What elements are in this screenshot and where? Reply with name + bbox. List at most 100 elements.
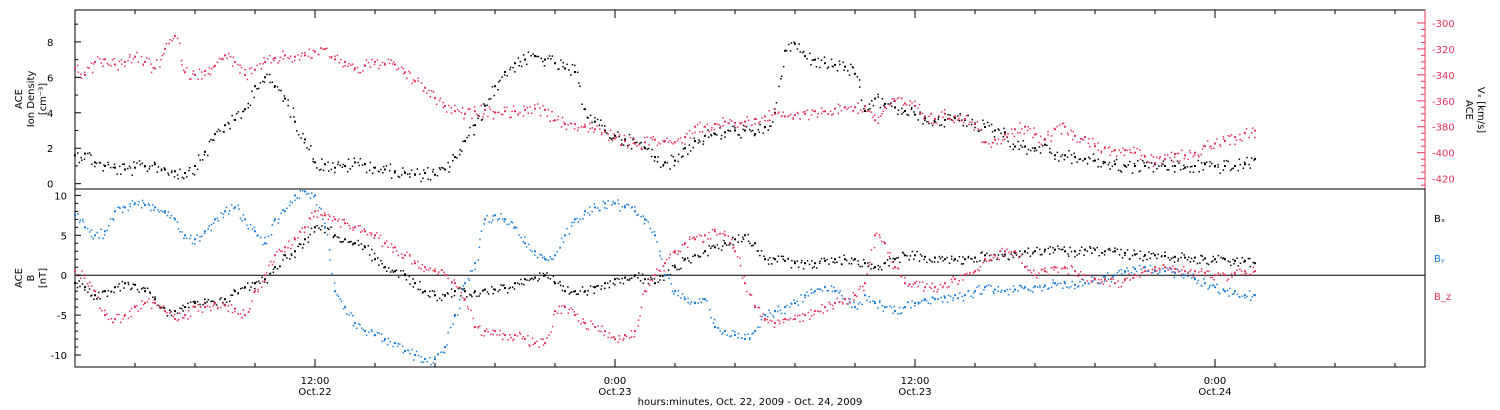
x-tick-label-time: 0:00 — [1204, 376, 1226, 387]
bx-point — [274, 266, 276, 269]
vx-sample — [301, 52, 303, 54]
by-sample — [677, 290, 680, 292]
bx-sample — [662, 275, 664, 278]
vx-sample — [764, 119, 766, 122]
by-sample — [1208, 286, 1211, 289]
bz-point — [634, 330, 636, 333]
vx-point — [804, 112, 806, 115]
by-sample — [386, 343, 389, 346]
vx-sample — [300, 55, 303, 57]
by-sample — [129, 205, 131, 208]
density-sample — [1217, 166, 1219, 168]
density-sample — [506, 75, 508, 77]
vx-sample — [348, 63, 350, 65]
bx-point — [404, 274, 406, 277]
by-sample — [866, 299, 868, 302]
vx-point — [1014, 128, 1016, 131]
bz-sample — [703, 240, 705, 243]
density-sample — [949, 114, 951, 116]
vx-sample — [694, 131, 696, 134]
by-sample — [1227, 289, 1229, 292]
density-sample — [522, 54, 525, 56]
bz-sample — [568, 308, 570, 311]
bx-sample — [771, 263, 773, 265]
vx-point — [864, 105, 866, 107]
bx-sample — [604, 287, 606, 290]
vx-point — [114, 63, 116, 66]
bz-point — [124, 314, 126, 317]
bz-sample — [802, 320, 804, 322]
bx-sample — [759, 254, 761, 257]
by-sample — [522, 240, 524, 243]
bz-sample — [741, 277, 744, 279]
vx-sample — [142, 63, 144, 65]
bx-sample — [457, 287, 460, 290]
bx-sample — [1091, 252, 1093, 254]
density-sample — [798, 43, 800, 45]
vx-sample — [923, 117, 925, 120]
bz-sample — [518, 331, 521, 334]
vx-point — [284, 54, 286, 57]
by-sample — [477, 259, 479, 261]
bx-sample — [938, 255, 941, 258]
vx-sample — [181, 64, 183, 66]
bz-sample — [1156, 270, 1158, 272]
bz-sample — [1033, 269, 1035, 272]
density-sample — [680, 156, 683, 158]
bx-sample — [263, 281, 266, 283]
by-sample — [869, 301, 871, 303]
bx-sample — [647, 278, 649, 280]
bx-sample — [832, 261, 834, 263]
vx-sample — [369, 66, 372, 68]
bz-sample — [966, 272, 968, 275]
density-point — [584, 108, 586, 111]
vx-sample — [476, 113, 478, 115]
density-sample — [1073, 152, 1075, 155]
bz-point — [744, 282, 746, 285]
vx-point — [854, 106, 856, 109]
vx-point — [444, 105, 446, 107]
vx-point — [1074, 134, 1076, 137]
density-sample — [617, 131, 619, 133]
density-sample — [1198, 170, 1200, 173]
density-sample — [1179, 168, 1182, 171]
bz-sample — [625, 335, 628, 338]
vx-point — [774, 112, 776, 115]
vx-point — [524, 108, 526, 111]
bx-sample — [857, 260, 859, 262]
bx-sample — [793, 260, 796, 263]
vx-sample — [478, 115, 481, 117]
bx-sample — [928, 258, 931, 261]
bx-sample — [674, 264, 676, 266]
bx-sample — [1096, 246, 1098, 249]
density-sample — [646, 148, 648, 150]
vx-sample — [426, 92, 428, 94]
density-sample — [332, 162, 334, 164]
bz-point — [1194, 270, 1196, 273]
density-sample — [1058, 160, 1060, 162]
by-sample — [315, 204, 318, 206]
bx-sample — [531, 277, 533, 280]
bx-sample — [1167, 257, 1170, 259]
bz-sample — [933, 290, 935, 293]
bz-point — [234, 307, 236, 310]
bx-sample — [583, 291, 585, 293]
vx-sample — [307, 55, 310, 58]
vx-point — [464, 112, 466, 115]
by-sample — [1135, 270, 1138, 273]
vx-sample — [917, 107, 919, 109]
by-sample — [892, 312, 894, 314]
bz-sample — [152, 302, 154, 304]
bx-point — [544, 274, 546, 277]
density-point — [444, 168, 446, 171]
density-point — [744, 129, 746, 132]
vx-point — [244, 73, 246, 76]
bx-sample — [511, 286, 514, 288]
bx-sample — [962, 256, 964, 258]
by-point — [454, 314, 456, 317]
top-ylabel-line1: ACE — [14, 89, 25, 109]
vx-sample — [701, 131, 704, 133]
by-sample — [833, 286, 835, 289]
density-point — [1024, 145, 1026, 148]
bz-sample — [1097, 278, 1100, 281]
